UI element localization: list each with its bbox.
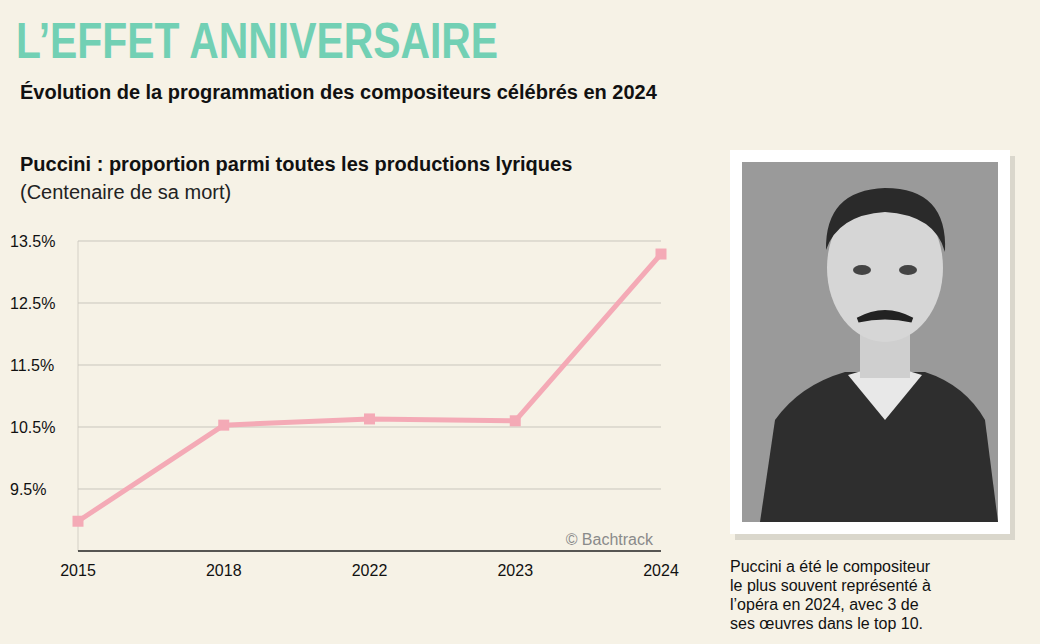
caption-line: ses œuvres dans le top 10.: [730, 615, 923, 632]
point-marker: [656, 249, 667, 260]
x-tick-label: 2024: [643, 562, 679, 579]
caption-line: l’opéra en 2024, avec 3 de: [730, 596, 919, 613]
grid-line: [78, 365, 661, 366]
grid-line: [78, 241, 661, 242]
photo-moustache: [858, 313, 912, 321]
plot-marks: [73, 249, 667, 527]
y-tick-label: 12.5%: [10, 295, 55, 312]
point-marker: [73, 516, 84, 527]
credit: © Bachtrack: [566, 531, 654, 548]
y-tick-label: 11.5%: [10, 357, 54, 374]
caption-line: Puccini a été le compositeur: [730, 558, 931, 575]
y-tick-label: 13.5%: [10, 233, 55, 250]
photo-shadow: [735, 156, 1015, 540]
photo-eye: [853, 265, 871, 275]
x-tick-label: 2023: [497, 562, 533, 579]
point-marker: [510, 415, 521, 426]
y-axis-line: [78, 241, 79, 551]
background: [0, 0, 1040, 644]
grid-line: [78, 303, 661, 304]
grid-line: [78, 427, 661, 428]
y-tick-label: 10.5%: [10, 419, 55, 436]
caption-line: le plus souvent représenté à: [730, 577, 931, 594]
x-tick-label: 2018: [206, 562, 242, 579]
photo-bg: [742, 162, 998, 522]
point-marker: [218, 420, 229, 431]
photo-hair: [826, 188, 945, 252]
grid-line: [78, 489, 661, 490]
chart-title: Puccini : proportion parmi toutes les pr…: [20, 153, 572, 175]
chart-subtitle: (Centenaire de sa mort): [20, 181, 231, 203]
point-marker: [364, 413, 375, 424]
page-subtitle: Évolution de la programmation des compos…: [20, 81, 658, 103]
photo-frame: [730, 150, 1010, 534]
series-line: [78, 254, 661, 521]
y-tick-label: 9.5%: [10, 481, 46, 498]
x-tick-label: 2022: [352, 562, 388, 579]
photo-eye: [899, 265, 917, 275]
page-title: L’EFFET ANNIVERSAIRE: [16, 13, 498, 69]
x-axis-line: [78, 550, 661, 552]
x-tick-label: 2015: [60, 562, 96, 579]
